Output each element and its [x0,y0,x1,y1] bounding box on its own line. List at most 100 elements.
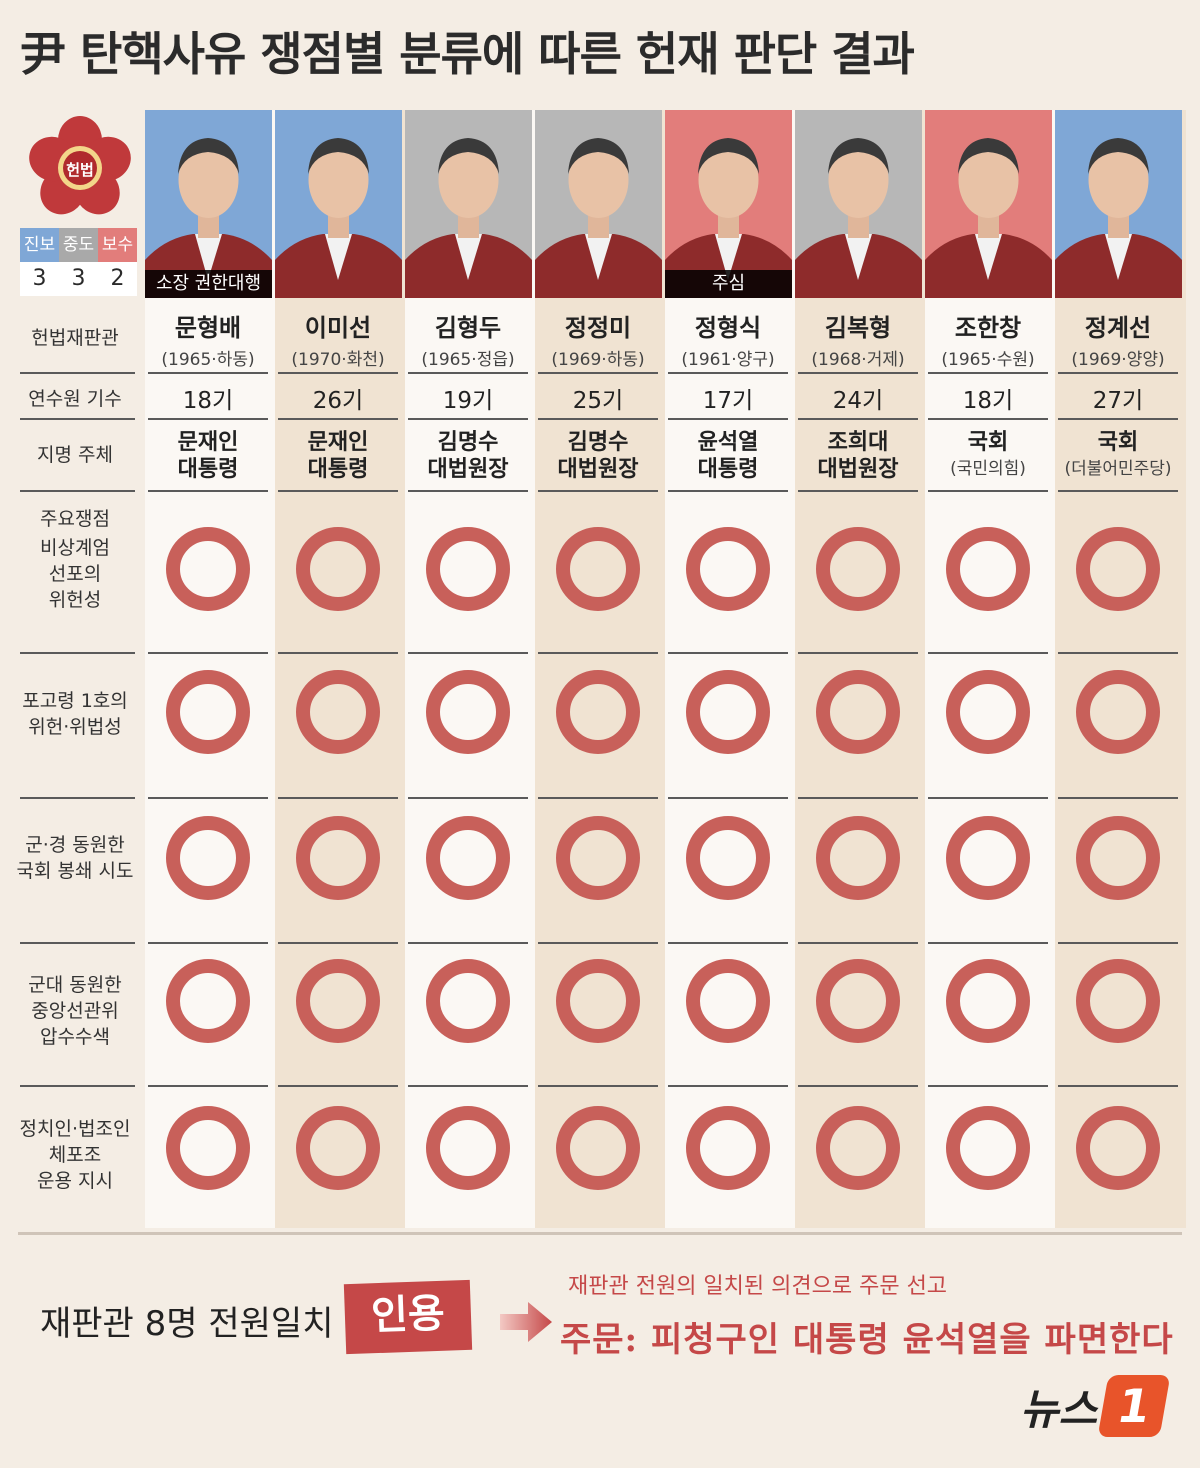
row-separator [20,1085,135,1087]
verdict-circle-mark [556,959,640,1043]
verdict-circle-mark [946,670,1030,754]
verdict-circle-mark [556,816,640,900]
verdict-circle-mark [296,670,380,754]
legend-moderate-count: 3 [71,266,86,291]
legend-conservative: 보수 [98,228,137,262]
appointer-line2: 대법원장 [817,457,899,482]
justice-name: 조한창 [954,314,1022,342]
row-separator [1058,418,1178,420]
justice-birth-info: (1965·수원) [941,350,1035,370]
arrow-right-icon [500,1302,552,1342]
appointer-line2: 대통령 [177,457,239,482]
row-separator [20,942,135,944]
justice-name: 정정미 [564,314,632,342]
upheld-stamp: 인용 [343,1279,473,1355]
row-separator [278,652,398,654]
verdict-circle-mark [166,670,250,754]
justice-birth-info: (1969·양양) [1071,350,1165,370]
appointer-line1: 김명수 [437,430,499,455]
verdict-circle-mark [426,959,510,1043]
row-label-justice: 헌법재판관 [31,327,119,349]
justice-name: 김형두 [434,314,502,342]
row-label-issues-header: 주요쟁점 [40,508,110,530]
row-separator [408,418,528,420]
verdict-circle-mark [296,1106,380,1190]
row-separator [928,942,1048,944]
appointer-line1: 문재인 [177,430,239,455]
row-separator [538,372,658,374]
row-separator [798,372,918,374]
justice-term: 26기 [312,388,364,414]
legend-progressive: 진보 [20,228,59,262]
row-separator [278,797,398,799]
justice-name-cell: 정형식 (1961·양구) [668,308,788,370]
verdict-circle-mark [296,527,380,611]
justice-photo [535,110,662,298]
row-separator [148,797,268,799]
appointer-line2: 대통령 [307,457,369,482]
leaning-legend: 진보 중도 보수 3 3 2 [20,228,137,296]
justice-photo [795,110,922,298]
row-separator [20,418,135,420]
row-separator [278,490,398,492]
appointer-line2: 대법원장 [557,457,639,482]
issue-label: 정치인·법조인 체포조 운용 지시 [19,1118,131,1192]
issue-label: 비상계엄 선포의 위헌성 [40,537,110,611]
row-separator [1058,490,1178,492]
verdict-circle-mark [816,527,900,611]
appointer-line1: 국회 [967,430,1009,455]
verdict-circle-mark [946,816,1030,900]
logo-number: 1 [1097,1375,1171,1437]
row-separator [538,1085,658,1087]
verdict-circle-mark [816,670,900,754]
row-separator [278,372,398,374]
logo-text: 뉴스 [1020,1384,1098,1434]
verdict-circle-mark [946,959,1030,1043]
row-separator [1058,652,1178,654]
row-separator [538,418,658,420]
issue-label: 군·경 동원한 국회 봉쇄 시도 [16,834,134,882]
verdict-circle-mark [166,816,250,900]
verdict-circle-mark [296,816,380,900]
justice-term: 18기 [962,388,1014,414]
verdict-circle-mark [166,959,250,1043]
row-separator [928,652,1048,654]
row-separator [668,490,788,492]
justice-term: 17기 [702,388,754,414]
news1-logo: 뉴스 1 [1020,1375,1171,1437]
justice-photo [925,110,1052,298]
appointer-line2: (더불어민주당) [1064,459,1172,479]
row-separator [148,490,268,492]
row-separator [148,418,268,420]
row-separator [538,652,658,654]
row-separator [928,1085,1048,1087]
row-separator [538,797,658,799]
verdict-circle-mark [166,527,250,611]
verdict-circle-mark [426,527,510,611]
row-separator [798,652,918,654]
justice-appointer: 국회 (국민의힘) [928,429,1048,483]
verdict-circle-mark [1076,959,1160,1043]
page-title: 尹 탄핵사유 쟁점별 분류에 따른 헌재 판단 결과 [20,27,915,81]
row-separator [798,490,918,492]
row-separator [20,797,135,799]
row-separator [408,372,528,374]
row-separator [668,372,788,374]
verdict-circle-mark [296,959,380,1043]
justice-term: 25기 [572,388,624,414]
verdict-circle-mark [426,1106,510,1190]
row-separator [1058,942,1178,944]
appointer-line1: 윤석열 [697,430,759,455]
row-separator [1058,372,1178,374]
row-separator [278,1085,398,1087]
justice-appointer: 문재인 대통령 [278,429,398,483]
appointer-line2: 대법원장 [427,457,509,482]
appointer-line1: 김명수 [567,430,629,455]
verdict-circle-mark [816,1106,900,1190]
justice-term: 19기 [442,388,494,414]
legend-moderate: 중도 [59,228,98,262]
verdict-circle-mark [556,1106,640,1190]
justice-name-cell: 김복형 (1968·거제) [798,308,918,370]
row-separator [928,372,1048,374]
justice-appointer: 조희대 대법원장 [798,429,918,483]
